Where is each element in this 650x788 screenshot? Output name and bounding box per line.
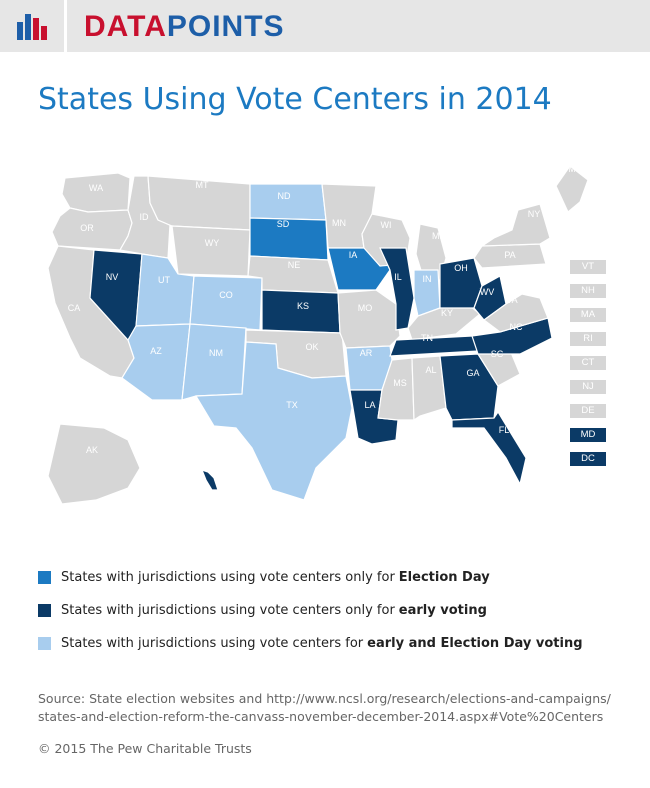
state-label-hi: HI: [224, 492, 233, 502]
state-ny: [479, 203, 551, 247]
source-line-2: states-and-election-reform-the-canvass-n…: [38, 709, 604, 724]
state-label-or: OR: [80, 223, 94, 233]
state-label-ne: NE: [288, 260, 301, 270]
state-wy: [171, 225, 251, 277]
state-az: [121, 323, 191, 401]
state-label-ks: KS: [297, 301, 309, 311]
state-label-tn: TN: [421, 333, 433, 343]
legend-text: States with jurisdictions using vote cen…: [61, 635, 364, 651]
state-label-va: VA: [506, 295, 517, 305]
state-label-ok: OK: [305, 342, 318, 352]
state-id: [119, 175, 171, 259]
state-label-ga: GA: [466, 368, 479, 378]
state-tag-de: DE: [570, 404, 606, 418]
state-label-nm: NM: [209, 348, 223, 358]
state-label-sc: SC: [491, 349, 504, 359]
state-label-il: IL: [394, 272, 402, 282]
state-label-wv: WV: [480, 287, 495, 297]
brand-part-points: POINTS: [166, 10, 285, 43]
state-nm: [181, 323, 247, 401]
page-title: States Using Vote Centers in 2014: [38, 82, 552, 117]
state-label-id: ID: [140, 212, 150, 222]
legend-swatch-icon: [38, 603, 51, 617]
logo-bar-icon: [17, 22, 23, 40]
state-label-nd: ND: [278, 191, 291, 201]
brand-wordmark: DATAPOINTS: [84, 10, 285, 44]
state-label-in: IN: [423, 274, 432, 284]
state-label-ms: MS: [393, 378, 407, 388]
datapoints-logo-icon: [0, 0, 67, 52]
state-label-pa: PA: [504, 250, 515, 260]
state-label-ak: AK: [86, 445, 98, 455]
state-me: [555, 165, 589, 213]
state-label-mn: MN: [332, 218, 346, 228]
state-tx: [194, 341, 353, 501]
state-ak: [47, 423, 141, 505]
logo-bar-icon: [25, 14, 31, 40]
state-ks: [261, 289, 341, 334]
state-tag-ct: CT: [570, 356, 606, 370]
state-label-fl: FL: [499, 425, 510, 435]
state-label-mi: MI: [432, 231, 442, 241]
legend-item: States with jurisdictions using vote cen…: [38, 569, 490, 585]
source-line-1: Source: State election websites and http…: [38, 691, 611, 706]
state-label-az: AZ: [150, 346, 162, 356]
state-nd: [249, 183, 327, 221]
legend-text: States with jurisdictions using vote cen…: [61, 569, 395, 585]
state-label-ky: KY: [441, 308, 453, 318]
state-va: [482, 293, 549, 333]
state-label-al: AL: [425, 365, 436, 375]
state-label-mo: MO: [358, 303, 373, 313]
state-label-wa: WA: [89, 183, 103, 193]
state-label-sd: SD: [277, 219, 290, 229]
state-label-mt: MT: [196, 180, 209, 190]
state-label-me: ME: [568, 164, 582, 174]
state-wv: [473, 275, 507, 321]
state-label-la: LA: [364, 400, 375, 410]
state-label-ut: UT: [158, 275, 170, 285]
state-tag-nh: NH: [570, 284, 606, 298]
state-label-nc: NC: [510, 322, 523, 332]
state-label-ar: AR: [360, 348, 373, 358]
state-tag-nj: NJ: [570, 380, 606, 394]
state-il: [379, 247, 415, 331]
source-note: Source: State election websites and http…: [38, 690, 628, 726]
state-label-oh: OH: [454, 263, 468, 273]
legend-text: States with jurisdictions using vote cen…: [61, 602, 395, 618]
state-hi: [200, 469, 219, 491]
state-label-ny: NY: [528, 209, 541, 219]
state-mo: [337, 289, 401, 349]
logo-bar-icon: [41, 26, 47, 40]
state-pa: [473, 243, 547, 269]
state-tag-ri: RI: [570, 332, 606, 346]
state-label-tx: TX: [286, 400, 298, 410]
state-tag-md: MD: [570, 428, 606, 442]
header-bar: DATAPOINTS: [0, 0, 650, 52]
legend-bold-text: early voting: [398, 602, 487, 618]
state-label-wy: WY: [205, 238, 220, 248]
logo-bar-icon: [33, 18, 39, 40]
legend-bold-text: Election Day: [398, 569, 490, 585]
state-co: [189, 275, 263, 331]
state-label-wi: WI: [381, 220, 392, 230]
copyright: © 2015 The Pew Charitable Trusts: [38, 741, 252, 756]
brand-part-data: DATA: [84, 10, 167, 43]
state-tag-vt: VT: [570, 260, 606, 274]
state-al: [411, 355, 447, 422]
state-label-co: CO: [219, 290, 233, 300]
legend-swatch-icon: [38, 636, 51, 650]
us-map: WA OR CA NV ID MT WY UT AZ CO NM ND SD NE KS OK TX MN IA MO…: [47, 164, 589, 505]
legend-item: States with jurisdictions using vote cen…: [38, 602, 487, 618]
state-label-ca: CA: [68, 303, 81, 313]
state-label-ia: IA: [349, 250, 358, 260]
state-tag-ma: MA: [570, 308, 606, 322]
legend-swatch-icon: [38, 570, 51, 584]
state-tag-dc: DC: [570, 452, 606, 466]
state-fl: [451, 410, 527, 486]
legend-item: States with jurisdictions using vote cen…: [38, 635, 583, 651]
state-label-nv: NV: [106, 272, 119, 282]
legend-bold-text: early and Election Day voting: [367, 635, 583, 651]
